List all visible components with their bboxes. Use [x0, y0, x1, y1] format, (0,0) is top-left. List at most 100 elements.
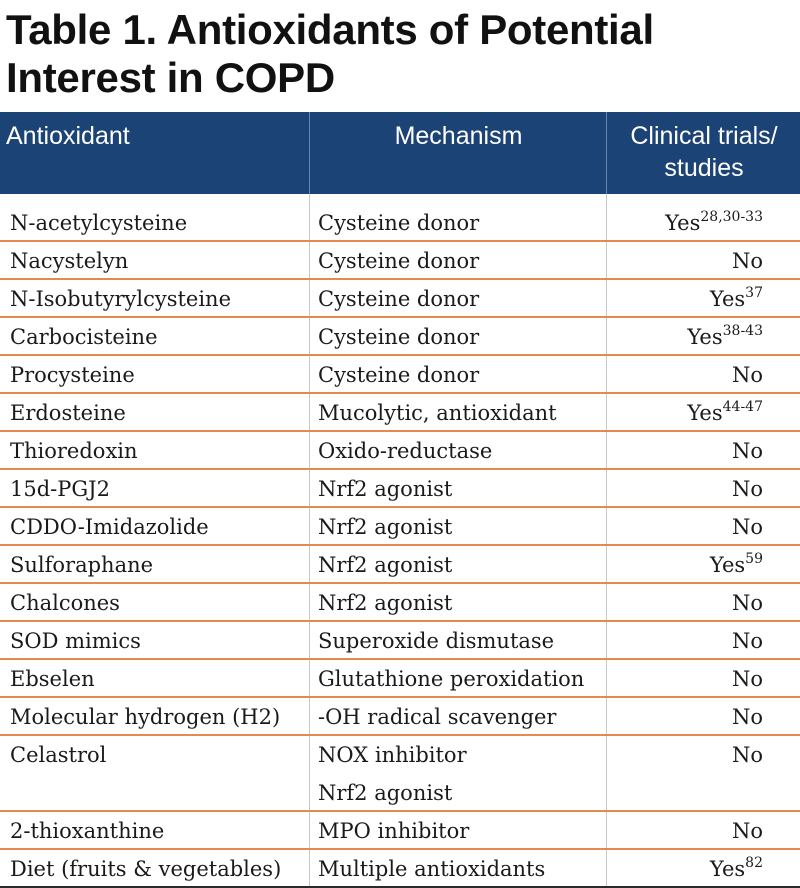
antioxidant-cell: Carbocisteine	[10, 325, 158, 349]
antioxidant-cell: 15d-PGJ2	[10, 477, 110, 501]
antioxidant-cell: Sulforaphane	[10, 553, 154, 577]
table-row: 2-thioxanthine MPO inhibitor No	[0, 812, 800, 850]
table-row: Carbocisteine Cysteine donor Yes38-43	[0, 318, 800, 356]
table-body: N-acetylcysteine Cysteine donor Yes 28,30-3…	[0, 194, 800, 888]
mechanism-cell: MPO inhibitor	[309, 812, 606, 848]
antioxidant-cell: SOD mimics	[10, 629, 141, 653]
trials-answer: Yes	[687, 401, 723, 425]
mechanism-line: Cysteine donor	[318, 249, 480, 273]
antioxidant-cell: Procysteine	[10, 363, 135, 387]
mechanism-line: Cysteine donor	[318, 363, 480, 387]
mechanism-cell: NOX inhibitor Nrf2 agonist	[309, 736, 606, 810]
header-clinical-trials-label: Clinical trials/ studies	[630, 122, 778, 182]
clinical-trials-cell: No	[606, 432, 800, 468]
antioxidant-cell: Ebselen	[10, 667, 95, 691]
mechanism-cell: Superoxide dismutase	[309, 622, 606, 658]
antioxidant-cell: N-Isobutyrylcysteine	[10, 287, 232, 311]
reference-superscript: 59	[745, 551, 763, 567]
trials-answer: Yes	[709, 857, 746, 881]
table-row: N-acetylcysteine Cysteine donor Yes28,30-3…	[0, 194, 800, 242]
antioxidant-cell: CDDO-Imidazolide	[10, 515, 209, 539]
table-row: Ebselen Glutathione peroxidation No	[0, 660, 800, 698]
mechanism-cell: Cysteine donor	[309, 194, 606, 240]
trials-answer: No	[731, 591, 763, 615]
antioxidant-cell: N-acetylcysteine	[10, 211, 188, 235]
mechanism-cell: Nrf2 agonist	[309, 546, 606, 582]
trials-answer: No	[731, 705, 763, 729]
table-row: Diet (fruits & vegetables) Multiple antio…	[0, 850, 800, 888]
trials-answer: No	[731, 363, 763, 387]
trials-answer: Yes	[687, 325, 723, 349]
mechanism-cell: Cysteine donor	[309, 242, 606, 278]
clinical-trials-cell: Yes44-47	[606, 394, 800, 430]
clinical-trials-cell: No	[606, 812, 800, 848]
clinical-trials-cell: No	[606, 698, 800, 734]
trials-answer: No	[731, 819, 763, 843]
trials-answer: No	[731, 515, 763, 539]
header-antioxidant: Antioxidant	[0, 112, 309, 194]
mechanism-cell: Cysteine donor	[309, 280, 606, 316]
trials-answer: No	[731, 249, 763, 273]
antioxidant-cell: 2-thioxanthine	[10, 819, 165, 843]
antioxidant-cell: Nacystelyn	[10, 249, 129, 273]
mechanism-line: Oxido-reductase	[318, 439, 493, 463]
trials-answer: No	[731, 667, 763, 691]
mechanism-line: Cysteine donor	[318, 211, 480, 235]
reference-superscript: 37	[745, 285, 763, 301]
clinical-trials-cell: Yes82	[606, 850, 800, 886]
mechanism-cell: -OH radical scavenger	[309, 698, 606, 734]
trials-answer: Yes	[709, 287, 746, 311]
table-row: Molecular hydrogen (H2) -OH radical scave…	[0, 698, 800, 736]
mechanism-line: Cysteine donor	[318, 325, 480, 349]
reference-superscript: 82	[745, 855, 763, 871]
antioxidant-cell: Chalcones	[10, 591, 120, 615]
mechanism-line: -OH radical scavenger	[318, 705, 557, 729]
clinical-trials-cell: No	[606, 470, 800, 506]
mechanism-line: Nrf2 agonist	[318, 591, 453, 615]
mechanism-cell: Nrf2 agonist	[309, 584, 606, 620]
mechanism-cell: Mucolytic, antioxidant	[309, 394, 606, 430]
table-row: Thioredoxin Oxido-reductase No	[0, 432, 800, 470]
mechanism-cell: Glutathione peroxidation	[309, 660, 606, 696]
clinical-trials-cell: No	[606, 242, 800, 278]
mechanism-cell: Cysteine donor	[309, 356, 606, 392]
antioxidant-cell: Thioredoxin	[10, 439, 138, 463]
clinical-trials-cell: No	[606, 660, 800, 696]
clinical-trials-cell: No	[606, 584, 800, 620]
header-mechanism-label: Mechanism	[394, 122, 523, 150]
mechanism-line: MPO inhibitor	[318, 819, 470, 843]
clinical-trials-cell: Yes38-43	[606, 318, 800, 354]
mechanism-line: NOX inhibitor	[318, 743, 467, 767]
table-row: Sulforaphane Nrf2 agonist Yes59	[0, 546, 800, 584]
header-mechanism: Mechanism	[309, 112, 607, 194]
clinical-trials-cell: No	[606, 622, 800, 658]
antioxidant-cell: Diet (fruits & vegetables)	[10, 857, 282, 881]
table-row: Erdosteine Mucolytic, antioxidant Yes44-47	[0, 394, 800, 432]
mechanism-cell: Nrf2 agonist	[309, 508, 606, 544]
table-title: Table 1. Antioxidants of Potential Inter…	[6, 6, 654, 101]
mechanism-line: Superoxide dismutase	[318, 629, 555, 653]
trials-answer: No	[731, 477, 763, 501]
table-header: Antioxidant Mechanism Clinical trials/ s…	[0, 112, 800, 194]
reference-superscript: 28,30-33	[700, 209, 763, 225]
header-antioxidant-label: Antioxidant	[6, 122, 130, 150]
table-row: CDDO-Imidazolide Nrf2 agonist No	[0, 508, 800, 546]
mechanism-line: Nrf2 agonist	[318, 553, 453, 577]
header-clinical-trials: Clinical trials/ studies	[606, 112, 800, 194]
clinical-trials-cell: Yes59	[606, 546, 800, 582]
mechanism-line: Multiple antioxidants	[318, 857, 546, 881]
mechanism-cell: Nrf2 agonist	[309, 470, 606, 506]
antioxidant-cell: Molecular hydrogen (H2)	[10, 705, 281, 729]
mechanism-line: Cysteine donor	[318, 287, 480, 311]
trials-answer: No	[731, 743, 763, 767]
mechanism-cell: Oxido-reductase	[309, 432, 606, 468]
table-row: N-Isobutyrylcysteine Cysteine donor Yes37	[0, 280, 800, 318]
clinical-trials-cell: Yes37	[606, 280, 800, 316]
antioxidant-cell: Celastrol	[10, 743, 107, 767]
mechanism-line: Glutathione peroxidation	[318, 667, 585, 691]
clinical-trials-cell: No	[606, 736, 800, 810]
table-row: Nacystelyn Cysteine donor No	[0, 242, 800, 280]
trials-answer: No	[731, 439, 763, 463]
mechanism-line: Nrf2 agonist	[318, 515, 453, 539]
reference-superscript: 44-47	[722, 399, 763, 415]
